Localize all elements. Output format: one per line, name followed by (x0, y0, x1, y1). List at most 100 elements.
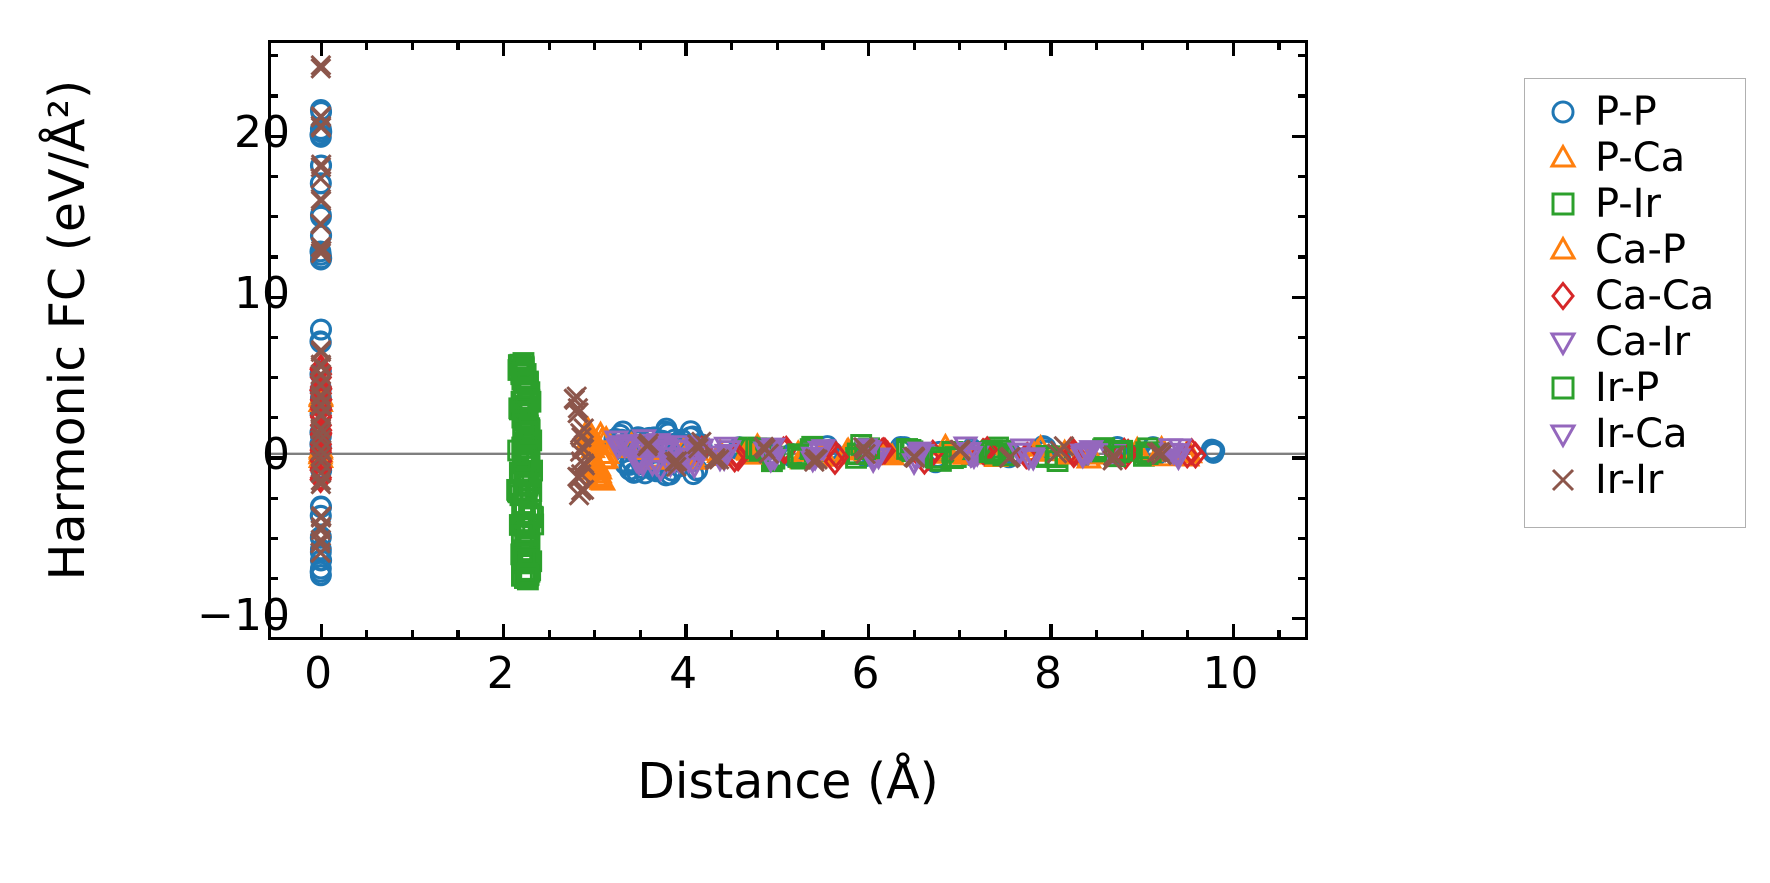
square-marker-icon (1541, 366, 1585, 410)
legend-item-p-ca[interactable]: P-Ca (1525, 135, 1745, 181)
legend-item-p-ir[interactable]: P-Ir (1525, 181, 1745, 227)
triangle-down-marker-icon (1541, 320, 1585, 364)
y-tick-label: 10 (234, 268, 290, 320)
axis-tick (271, 456, 284, 460)
legend-item-label: Ir-Ir (1595, 457, 1664, 503)
axis-tick (1095, 43, 1099, 50)
axis-tick (866, 624, 871, 637)
axis-tick (1186, 43, 1190, 50)
axis-tick (1298, 416, 1305, 420)
axis-tick (866, 43, 871, 56)
legend-item-label: Ir-P (1595, 365, 1660, 411)
axis-tick (1049, 624, 1053, 637)
axis-tick (1277, 630, 1281, 637)
axis-tick (684, 43, 688, 56)
axis-tick (271, 375, 278, 380)
axis-tick (547, 630, 551, 637)
axis-tick (821, 630, 825, 637)
axis-tick (1186, 630, 1190, 637)
x-marker-icon (1541, 458, 1585, 502)
axis-tick (1003, 630, 1007, 637)
axis-tick (271, 496, 278, 500)
y-tick-label: −10 (197, 589, 290, 641)
axis-tick (1298, 577, 1305, 581)
axis-tick (958, 630, 962, 637)
axis-tick (1298, 375, 1305, 380)
axis-tick (410, 630, 414, 637)
axis-tick (271, 54, 278, 58)
axis-tick (271, 335, 278, 339)
axis-tick (1298, 54, 1305, 58)
axis-tick (271, 295, 284, 299)
axis-tick (502, 43, 506, 56)
axis-tick (319, 43, 323, 56)
series-p-p (309, 98, 1226, 587)
x-tick-label: 6 (851, 648, 880, 699)
legend-item-label: P-Ir (1595, 181, 1661, 227)
legend-item-p-p[interactable]: P-P (1525, 89, 1745, 135)
legend-box: P-P P-Ca P-Ir Ca-P Ca-Ca Ca-Ir Ir-P Ir-Ca Ir-Ir (1524, 78, 1746, 528)
legend-item-ca-ca[interactable]: Ca-Ca (1525, 273, 1745, 319)
x-tick-label: 2 (486, 648, 515, 699)
legend-item-label: Ca-Ca (1595, 273, 1715, 319)
y-axis-title: Harmonic FC (eV/Å²) (39, 79, 96, 581)
axis-tick (271, 255, 278, 259)
plot-area (268, 40, 1308, 640)
axis-tick (365, 43, 369, 50)
axis-tick (1231, 43, 1236, 56)
axis-tick (1292, 295, 1305, 299)
axis-tick (1049, 43, 1053, 56)
axis-tick (821, 43, 825, 50)
scatter-data-canvas (271, 54, 1305, 591)
axis-tick (1277, 43, 1281, 50)
axis-tick (271, 134, 284, 138)
axis-tick (1298, 94, 1305, 98)
axis-tick (1003, 43, 1007, 50)
x-tick-label: 10 (1202, 648, 1259, 699)
axis-tick (730, 43, 734, 50)
axis-tick (271, 94, 278, 98)
square-marker-icon (1541, 182, 1585, 226)
legend-item-ca-p[interactable]: Ca-P (1525, 227, 1745, 273)
axis-tick (684, 624, 688, 637)
axis-tick (1292, 456, 1305, 460)
axis-tick (410, 43, 414, 50)
axis-tick (1095, 630, 1099, 637)
axis-tick (271, 215, 278, 219)
x-axis-title: Distance (Å) (637, 753, 939, 810)
axis-tick (730, 630, 734, 637)
axis-tick (319, 624, 323, 637)
axis-tick (1298, 174, 1305, 179)
axis-tick (271, 416, 278, 420)
axis-tick (1292, 617, 1305, 621)
axis-tick (912, 630, 916, 637)
legend-item-ir-p[interactable]: Ir-P (1525, 365, 1745, 411)
triangle-down-marker-icon (1541, 412, 1585, 456)
axis-tick (593, 43, 597, 50)
axis-tick (1298, 536, 1305, 541)
axis-tick (1292, 134, 1305, 138)
axis-tick (1298, 215, 1305, 219)
axis-tick (1298, 496, 1305, 500)
axis-tick (638, 43, 643, 50)
legend-item-ir-ir[interactable]: Ir-Ir (1525, 457, 1745, 503)
axis-tick (593, 630, 597, 637)
axis-tick (912, 43, 916, 50)
axis-tick (1140, 630, 1144, 637)
legend-item-label: Ir-Ca (1595, 411, 1688, 457)
x-tick-label: 0 (304, 648, 333, 699)
axis-tick (638, 630, 643, 637)
axis-tick (271, 536, 278, 541)
legend-item-ir-ca[interactable]: Ir-Ca (1525, 411, 1745, 457)
axis-tick (775, 630, 779, 637)
axis-tick (271, 174, 278, 179)
axis-tick (1298, 255, 1305, 259)
axis-tick (271, 577, 278, 581)
axis-tick (271, 617, 284, 621)
axis-tick (1231, 624, 1236, 637)
triangle-up-marker-icon (1541, 228, 1585, 272)
legend-item-label: P-P (1595, 89, 1657, 135)
legend-item-ca-ir[interactable]: Ca-Ir (1525, 319, 1745, 365)
axis-tick (547, 43, 551, 50)
